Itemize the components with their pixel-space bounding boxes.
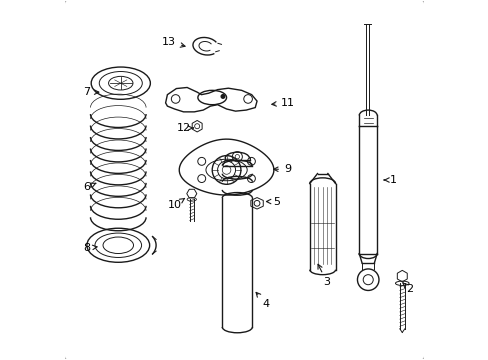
Text: 4: 4 [256, 292, 269, 309]
Text: 10: 10 [167, 198, 184, 210]
Text: 1: 1 [384, 175, 396, 185]
Text: 5: 5 [266, 197, 280, 207]
Text: 13: 13 [162, 37, 184, 47]
Text: 8: 8 [83, 243, 97, 253]
Text: 12: 12 [176, 123, 193, 133]
Circle shape [221, 95, 224, 98]
Text: 7: 7 [83, 87, 99, 97]
Text: 2: 2 [402, 283, 412, 294]
Text: 9: 9 [273, 164, 290, 174]
Text: 6: 6 [83, 182, 96, 192]
Text: 3: 3 [317, 264, 330, 287]
Text: 11: 11 [271, 98, 294, 108]
